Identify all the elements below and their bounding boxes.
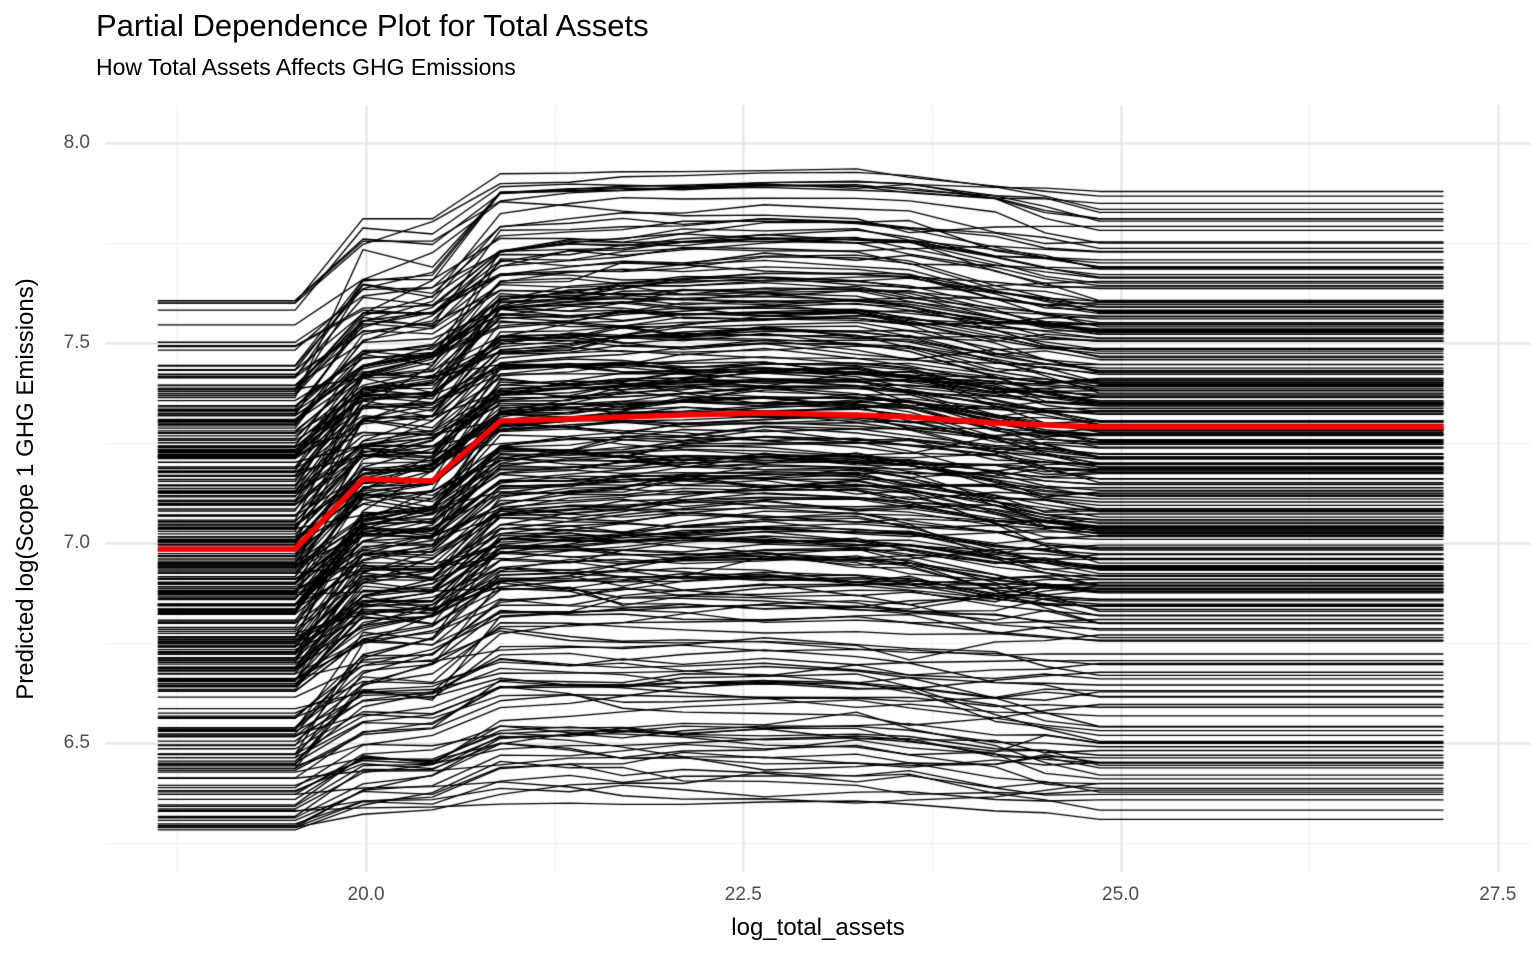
chart-subtitle: How Total Assets Affects GHG Emissions <box>96 54 516 80</box>
chart-title: Partial Dependence Plot for Total Assets <box>96 8 649 43</box>
x-tick-label: 22.5 <box>724 884 762 905</box>
y-tick-label: 7.0 <box>63 532 90 553</box>
x-tick-label: 25.0 <box>1102 884 1140 905</box>
y-tick-label: 7.5 <box>63 332 90 353</box>
x-axis-title: log_total_assets <box>731 914 905 941</box>
x-tick-label: 20.0 <box>347 884 385 905</box>
y-axis-title: Predicted log(Scope 1 GHG Emissions) <box>12 277 39 700</box>
y-tick-label: 8.0 <box>63 132 90 153</box>
x-tick-label: 27.5 <box>1479 884 1517 905</box>
y-tick-label: 6.5 <box>63 732 90 753</box>
